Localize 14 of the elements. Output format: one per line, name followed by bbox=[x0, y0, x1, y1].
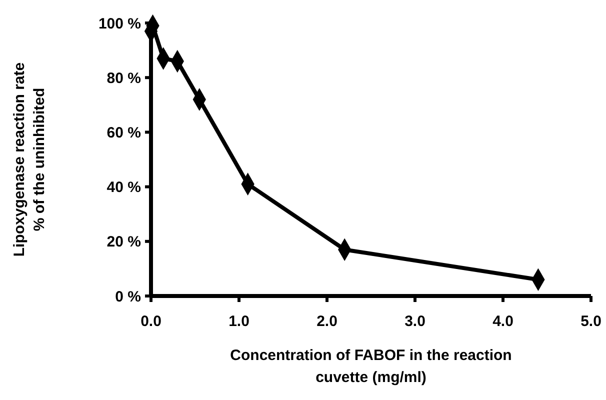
y-axis-title: Lipoxygenase reaction rate % of the uninhibited bbox=[11, 62, 48, 257]
x-tick-label: 2.0 bbox=[316, 313, 338, 330]
x-tick-label: 4.0 bbox=[492, 313, 514, 330]
x-tick-label: 3.0 bbox=[404, 313, 426, 330]
y-tick-label: 0 % bbox=[115, 288, 141, 306]
y-tick-label: 100 % bbox=[98, 15, 141, 32]
y-tick-label: 20 % bbox=[106, 234, 141, 251]
x-axis-title: Concentration of FABOF in the reaction cuvette (mg/ml) bbox=[230, 347, 512, 386]
y-tick-label: 80 % bbox=[106, 70, 141, 87]
x-tick-label: 1.0 bbox=[228, 313, 250, 330]
y-tick-label: 40 % bbox=[106, 179, 141, 196]
x-tick-label: 5.0 bbox=[580, 313, 602, 330]
y-tick-label: 60 % bbox=[106, 124, 141, 142]
x-tick-label: 0.0 bbox=[140, 313, 162, 330]
